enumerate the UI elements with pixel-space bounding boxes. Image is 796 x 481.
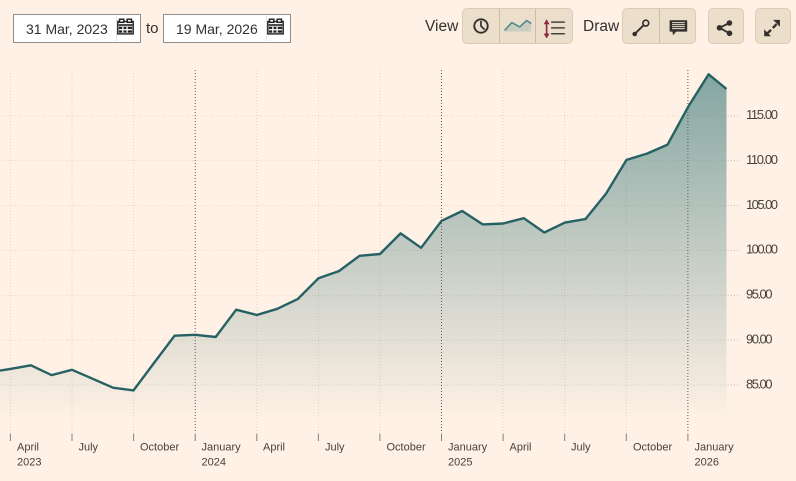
svg-text:October: October: [140, 442, 179, 454]
svg-text:January: January: [695, 442, 735, 454]
svg-text:85.00: 85.00: [746, 376, 773, 391]
svg-text:April: April: [17, 442, 39, 454]
svg-text:April: April: [263, 442, 285, 454]
svg-text:2024: 2024: [202, 457, 226, 469]
svg-text:100.00: 100.00: [746, 242, 778, 257]
svg-text:95.00: 95.00: [746, 287, 773, 302]
svg-text:115.00: 115.00: [746, 107, 778, 122]
svg-text:January: January: [448, 442, 488, 454]
svg-text:2023: 2023: [17, 457, 41, 469]
svg-text:110.00: 110.00: [746, 152, 778, 167]
svg-text:105.00: 105.00: [746, 197, 778, 212]
svg-text:October: October: [633, 442, 672, 454]
svg-text:July: July: [571, 442, 591, 454]
svg-text:July: July: [79, 442, 99, 454]
svg-text:April: April: [510, 442, 532, 454]
svg-text:90.00: 90.00: [746, 331, 773, 346]
svg-text:January: January: [202, 442, 242, 454]
svg-text:2025: 2025: [448, 457, 472, 469]
svg-text:2026: 2026: [695, 457, 719, 469]
svg-text:October: October: [387, 442, 426, 454]
svg-text:July: July: [325, 442, 345, 454]
